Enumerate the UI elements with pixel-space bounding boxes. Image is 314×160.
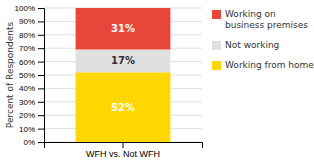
data-label: 17% <box>111 55 135 66</box>
bar-segment <box>76 72 171 142</box>
y-tick-label: 0% <box>23 138 35 147</box>
y-tick-label: 40% <box>19 84 35 93</box>
y-tick-label: 50% <box>19 71 35 80</box>
y-tick-label: 10% <box>19 125 35 134</box>
y-tick-mark <box>38 35 44 36</box>
legend-label: Working from home <box>225 60 314 70</box>
y-tick: 0% <box>23 138 44 147</box>
legend-label: Working onbusiness premises <box>225 9 308 29</box>
y-tick: 80% <box>19 31 44 40</box>
y-tick-mark <box>38 62 44 63</box>
legend-label: Not working <box>225 40 279 50</box>
x-tick-mark <box>123 142 124 148</box>
y-tick-mark <box>38 129 44 130</box>
y-tick-mark <box>38 48 44 49</box>
y-axis-title: Percent of Respondents <box>5 21 15 128</box>
y-tick: 100% <box>15 4 44 13</box>
y-tick-mark <box>38 142 44 143</box>
y-tick-mark <box>38 115 44 116</box>
y-tick: 90% <box>19 17 44 26</box>
y-tick-label: 20% <box>19 111 35 120</box>
y-tick-label: 100% <box>15 4 35 13</box>
y-tick-mark <box>38 21 44 22</box>
y-tick-label: 80% <box>19 31 35 40</box>
x-axis-line <box>45 143 203 149</box>
y-tick-mark <box>38 102 44 103</box>
y-tick-mark <box>38 75 44 76</box>
x-axis: WFH vs. Not WFH <box>45 142 203 159</box>
y-tick: 10% <box>19 125 44 134</box>
y-tick-mark <box>38 8 44 9</box>
y-tick: 40% <box>19 84 44 93</box>
x-tick: WFH vs. Not WFH <box>86 142 160 159</box>
y-tick: 50% <box>19 71 44 80</box>
legend-swatch <box>212 61 221 70</box>
y-tick: 30% <box>19 98 44 107</box>
y-tick-label: 30% <box>19 98 35 107</box>
y-tick: 20% <box>19 111 44 120</box>
y-axis: 0% 10% 20% 30% 40% 50% 60% 70% 80% 90% 100% <box>15 4 45 147</box>
y-tick-label: 90% <box>19 17 35 26</box>
y-tick-label: 60% <box>19 58 35 67</box>
y-axis-line <box>38 9 45 143</box>
legend-swatch <box>212 41 221 50</box>
bar-segment <box>76 50 171 73</box>
legend-item: Working from home <box>212 60 314 70</box>
y-tick-label: 70% <box>19 44 35 53</box>
bar-segment <box>76 8 171 50</box>
data-label: 31% <box>111 23 135 34</box>
plot: 52% 17% 31% 0% 10% 20% 30% 40% 50% 60% 70% 80% 90% 10… <box>15 4 203 159</box>
legend: Working onbusiness premises Not working Wo… <box>212 9 314 70</box>
legend-swatch <box>212 10 221 19</box>
y-tick: 70% <box>19 44 44 53</box>
y-tick-mark <box>38 88 44 89</box>
grid <box>44 8 202 142</box>
legend-item: Working onbusiness premises <box>212 9 308 29</box>
chart: 52% 17% 31% 0% 10% 20% 30% 40% 50% 60% 70% 80% 90% 10… <box>0 0 314 160</box>
data-labels: 52% 17% 31% <box>111 23 135 112</box>
bars <box>76 8 171 142</box>
legend-item: Not working <box>212 40 279 50</box>
x-tick-label: WFH vs. Not WFH <box>86 149 160 159</box>
y-tick: 60% <box>19 58 44 67</box>
data-label: 52% <box>111 102 135 113</box>
